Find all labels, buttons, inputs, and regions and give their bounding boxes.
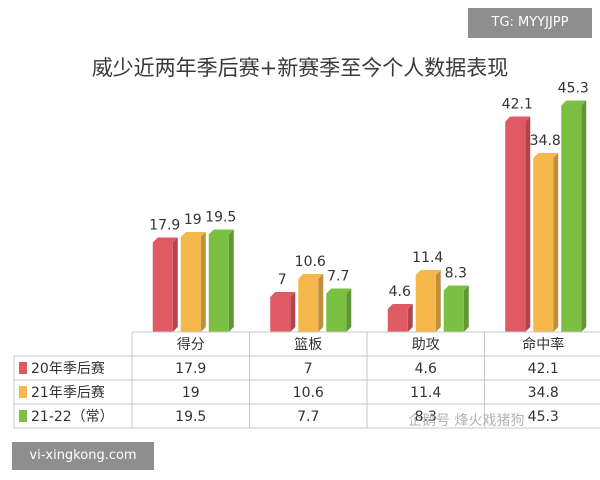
bar-side-2-0 [407, 304, 413, 332]
data-label-3-2: 45.3 [558, 81, 589, 97]
data-label-3-0: 42.1 [502, 97, 533, 113]
category-label-2: 助攻 [412, 337, 440, 353]
bar-3-2 [561, 105, 582, 332]
bar-1-1 [298, 279, 319, 332]
bar-top-1-2 [326, 288, 352, 294]
table-cell-0-0: 17.9 [175, 361, 206, 377]
table-cell-2-3: 45.3 [528, 409, 559, 425]
bar-1-2 [326, 293, 347, 332]
bar-top-0-1 [180, 232, 206, 237]
category-label-1: 篮板 [294, 337, 322, 353]
corner-tag: TG: MYYJJPP [468, 8, 592, 38]
data-label-0-0: 17.9 [149, 218, 180, 234]
legend-key-0 [19, 362, 27, 374]
bar-top-2-1 [415, 270, 441, 275]
site-watermark: vi-xingkong.com [12, 442, 154, 470]
bar-2-2 [443, 290, 464, 332]
table-cell-1-3: 34.8 [528, 385, 559, 401]
table-cell-0-3: 42.1 [528, 361, 559, 377]
data-label-0-2: 19.5 [205, 210, 236, 226]
data-label-2-2: 8.3 [445, 266, 467, 282]
bar-0-0 [152, 242, 173, 332]
bar-top-3-0 [505, 116, 531, 122]
bar-top-3-1 [533, 153, 559, 158]
data-label-1-0: 7 [278, 272, 287, 288]
bar-top-0-2 [208, 229, 234, 235]
bar-side-3-2 [581, 100, 587, 332]
bar-2-1 [415, 275, 436, 332]
bar-side-0-1 [200, 232, 206, 332]
chart-title: 威少近两年季后赛+新赛季至今个人数据表现 [91, 56, 509, 80]
table-cell-1-0: 19 [182, 385, 200, 401]
bar-top-0-0 [152, 237, 178, 243]
legend-key-2 [19, 410, 27, 422]
table-cell-0-2: 4.6 [415, 361, 437, 377]
data-label-0-1: 19 [184, 212, 202, 228]
data-label-2-1: 11.4 [412, 250, 443, 266]
data-label-2-0: 4.6 [389, 284, 411, 300]
bar-side-0-0 [172, 237, 178, 332]
bar-top-3-2 [561, 100, 587, 106]
bar-top-1-0 [270, 292, 296, 297]
bar-0-2 [208, 234, 229, 332]
legend-label-2: 21-22（常） [31, 409, 114, 425]
bar-side-2-1 [435, 270, 441, 332]
bar-side-1-0 [290, 292, 296, 332]
bar-side-1-2 [346, 288, 352, 332]
bar-0-1 [180, 237, 201, 332]
legend-label-1: 21年季后赛 [31, 385, 105, 401]
legend-key-1 [19, 386, 27, 398]
table-cell-2-2: 8.3 [415, 409, 437, 425]
overlay-watermark: 企鹅号 烽火戏猪狗 [408, 413, 525, 429]
data-label-1-2: 7.7 [327, 269, 349, 285]
legend-label-0: 20年季后赛 [31, 361, 105, 377]
bar-1-0 [270, 297, 291, 332]
bar-3-0 [505, 121, 526, 332]
table-cell-2-1: 7.7 [297, 409, 319, 425]
bar-top-1-1 [298, 274, 324, 279]
bar-side-0-2 [228, 229, 234, 332]
category-label-3: 命中率 [522, 336, 564, 353]
data-label-3-1: 34.8 [530, 133, 561, 149]
table-cell-1-2: 11.4 [410, 385, 441, 401]
bar-top-2-2 [443, 285, 469, 291]
table-cell-2-0: 19.5 [175, 409, 206, 425]
bar-side-3-1 [553, 153, 559, 332]
table-cell-0-1: 7 [304, 361, 313, 377]
bar-top-2-0 [387, 304, 413, 309]
data-label-1-1: 10.6 [295, 254, 326, 270]
table-cell-1-1: 10.6 [293, 385, 324, 401]
bar-side-2-2 [463, 285, 469, 332]
bar-3-1 [533, 158, 554, 332]
category-label-0: 得分 [177, 336, 205, 353]
bar-side-1-1 [318, 274, 324, 332]
bar-side-3-0 [525, 116, 531, 332]
bar-2-0 [387, 309, 408, 332]
